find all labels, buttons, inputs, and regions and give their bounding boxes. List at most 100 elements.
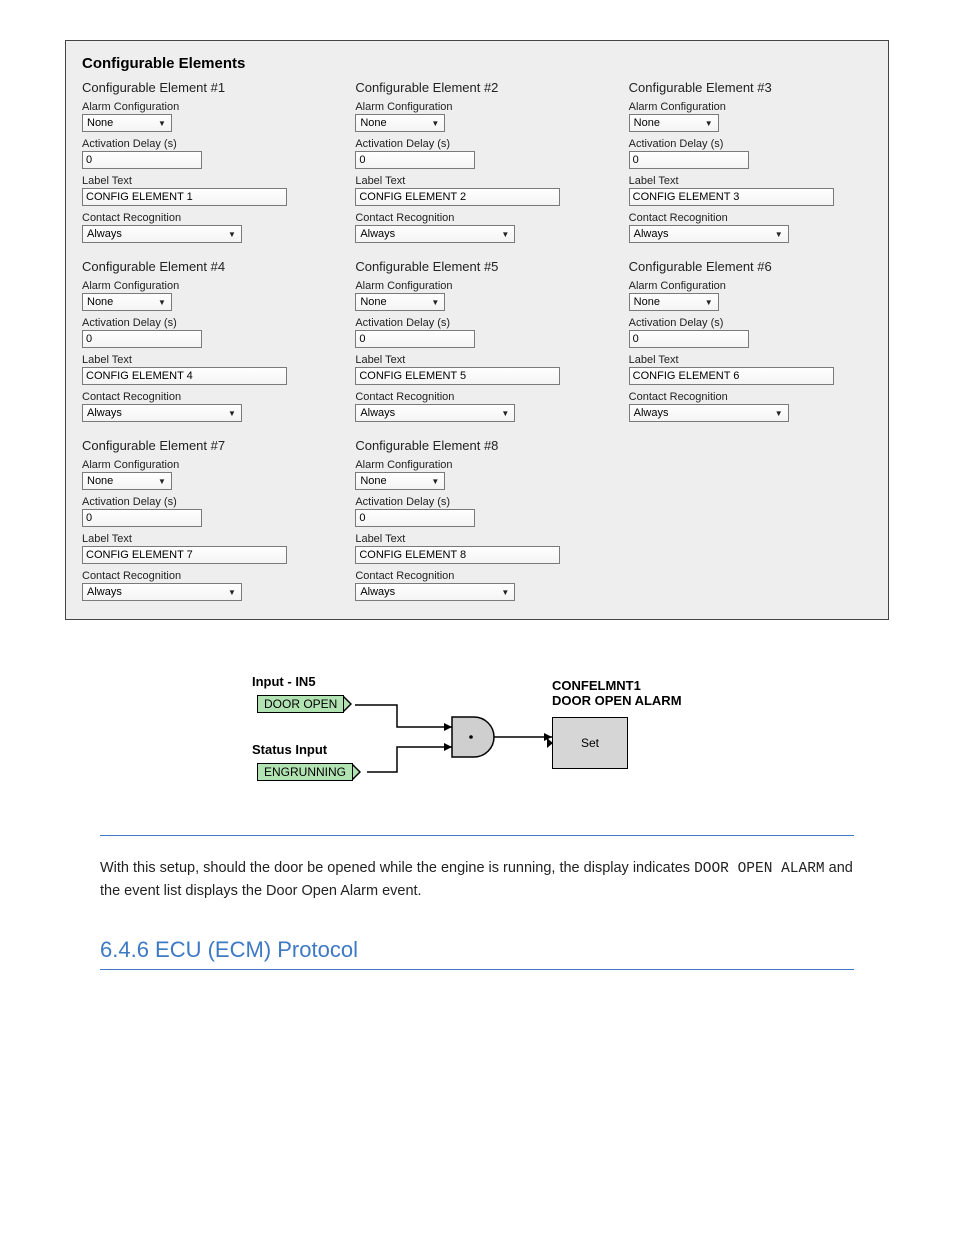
labeltext-label: Label Text xyxy=(355,354,598,366)
alarm-label: Alarm Configuration xyxy=(82,101,325,113)
alarm-label: Alarm Configuration xyxy=(355,459,598,471)
delay-label: Activation Delay (s) xyxy=(355,496,598,508)
block-title: Configurable Element #6 xyxy=(629,259,872,274)
contact-label: Contact Recognition xyxy=(629,212,872,224)
chevron-down-icon: ▼ xyxy=(155,116,169,130)
contact-select[interactable]: Always ▼ xyxy=(82,225,242,243)
labeltext-input[interactable] xyxy=(82,188,287,206)
chevron-down-icon: ▼ xyxy=(702,295,716,309)
labeltext-input[interactable] xyxy=(629,188,834,206)
alarm-select[interactable]: None ▼ xyxy=(82,472,172,490)
para-start: With this setup, should the door be open… xyxy=(100,860,694,876)
alarm-label: Alarm Configuration xyxy=(82,459,325,471)
block-title: Configurable Element #8 xyxy=(355,438,598,453)
config-element-block: Configurable Element #5 Alarm Configurat… xyxy=(355,259,598,422)
config-element-block: Configurable Element #3 Alarm Configurat… xyxy=(629,80,872,243)
contact-value: Always xyxy=(87,228,122,240)
out-title1: CONFELMNT1 xyxy=(552,678,641,693)
chevron-down-icon: ▼ xyxy=(772,406,786,420)
labeltext-label: Label Text xyxy=(82,175,325,187)
contact-value: Always xyxy=(634,228,669,240)
contact-select[interactable]: Always ▼ xyxy=(355,404,515,422)
delay-input[interactable] xyxy=(355,509,475,527)
contact-select[interactable]: Always ▼ xyxy=(82,583,242,601)
contact-select[interactable]: Always ▼ xyxy=(629,404,789,422)
chevron-down-icon: ▼ xyxy=(702,116,716,130)
labeltext-label: Label Text xyxy=(629,354,872,366)
alarm-value: None xyxy=(87,475,113,487)
alarm-select[interactable]: None ▼ xyxy=(355,472,445,490)
chevron-down-icon: ▼ xyxy=(225,406,239,420)
labeltext-label: Label Text xyxy=(355,533,598,545)
delay-label: Activation Delay (s) xyxy=(355,138,598,150)
contact-value: Always xyxy=(360,228,395,240)
alarm-label: Alarm Configuration xyxy=(355,280,598,292)
labeltext-input[interactable] xyxy=(82,546,287,564)
chevron-down-icon: ▼ xyxy=(225,227,239,241)
labeltext-input[interactable] xyxy=(629,367,834,385)
delay-input[interactable] xyxy=(82,330,202,348)
divider-bottom xyxy=(100,969,854,970)
alarm-select[interactable]: None ▼ xyxy=(82,114,172,132)
set-text: Set xyxy=(581,736,599,750)
chevron-down-icon: ▼ xyxy=(428,474,442,488)
description-paragraph: With this setup, should the door be open… xyxy=(100,858,854,903)
delay-label: Activation Delay (s) xyxy=(82,317,325,329)
delay-input[interactable] xyxy=(355,330,475,348)
block-title: Configurable Element #2 xyxy=(355,80,598,95)
labeltext-label: Label Text xyxy=(355,175,598,187)
config-element-block: Configurable Element #6 Alarm Configurat… xyxy=(629,259,872,422)
block-title: Configurable Element #5 xyxy=(355,259,598,274)
delay-label: Activation Delay (s) xyxy=(629,317,872,329)
labeltext-label: Label Text xyxy=(82,533,325,545)
panel-title: Configurable Elements xyxy=(82,55,872,72)
labeltext-input[interactable] xyxy=(355,188,560,206)
engrunning-box: ENGRUNNING xyxy=(257,763,353,781)
block-title: Configurable Element #7 xyxy=(82,438,325,453)
labeltext-input[interactable] xyxy=(82,367,287,385)
config-element-block: Configurable Element #2 Alarm Configurat… xyxy=(355,80,598,243)
contact-value: Always xyxy=(360,407,395,419)
alarm-select[interactable]: None ▼ xyxy=(355,114,445,132)
labeltext-input[interactable] xyxy=(355,546,560,564)
contact-select[interactable]: Always ▼ xyxy=(355,225,515,243)
engrunning-text: ENGRUNNING xyxy=(264,765,346,779)
contact-value: Always xyxy=(360,586,395,598)
delay-input[interactable] xyxy=(82,151,202,169)
alarm-select[interactable]: None ▼ xyxy=(629,293,719,311)
delay-label: Activation Delay (s) xyxy=(82,496,325,508)
chevron-down-icon: ▼ xyxy=(428,116,442,130)
delay-label: Activation Delay (s) xyxy=(82,138,325,150)
chevron-down-icon: ▼ xyxy=(498,406,512,420)
contact-select[interactable]: Always ▼ xyxy=(629,225,789,243)
contact-value: Always xyxy=(87,586,122,598)
contact-select[interactable]: Always ▼ xyxy=(82,404,242,422)
contact-select[interactable]: Always ▼ xyxy=(355,583,515,601)
labeltext-input[interactable] xyxy=(355,367,560,385)
alarm-label: Alarm Configuration xyxy=(629,101,872,113)
config-elements-panel: Configurable Elements Configurable Eleme… xyxy=(65,40,889,620)
delay-input[interactable] xyxy=(629,151,749,169)
alarm-select[interactable]: None ▼ xyxy=(355,293,445,311)
contact-value: Always xyxy=(87,407,122,419)
delay-input[interactable] xyxy=(355,151,475,169)
door-open-text: DOOR OPEN xyxy=(264,697,337,711)
delay-input[interactable] xyxy=(82,509,202,527)
contact-label: Contact Recognition xyxy=(82,212,325,224)
contact-value: Always xyxy=(634,407,669,419)
block-title: Configurable Element #1 xyxy=(82,80,325,95)
set-box: Set xyxy=(552,717,628,769)
chevron-down-icon: ▼ xyxy=(155,474,169,488)
chevron-down-icon: ▼ xyxy=(772,227,786,241)
block-title: Configurable Element #4 xyxy=(82,259,325,274)
alarm-select[interactable]: None ▼ xyxy=(82,293,172,311)
divider-top xyxy=(100,835,854,836)
alarm-value: None xyxy=(360,475,386,487)
delay-input[interactable] xyxy=(629,330,749,348)
contact-label: Contact Recognition xyxy=(355,212,598,224)
delay-label: Activation Delay (s) xyxy=(355,317,598,329)
alarm-value: None xyxy=(360,117,386,129)
alarm-label: Alarm Configuration xyxy=(82,280,325,292)
alarm-select[interactable]: None ▼ xyxy=(629,114,719,132)
input-label: Input - IN5 xyxy=(252,675,316,690)
